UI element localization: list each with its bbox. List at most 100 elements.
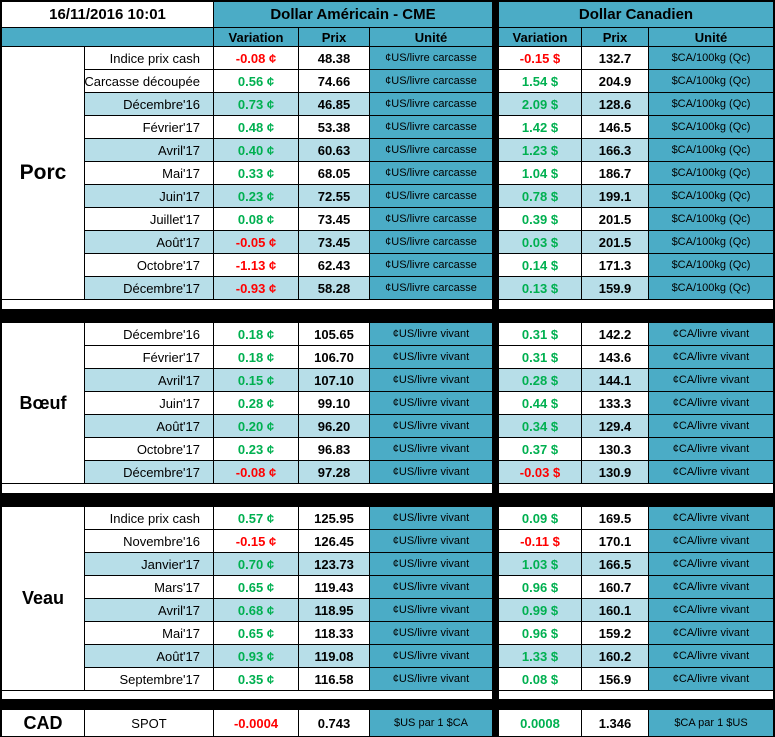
- price-us-cell: 62.43: [299, 254, 369, 276]
- price-ca-cell: 129.4: [582, 415, 648, 437]
- variation-us-cell: 0.65 ¢: [214, 622, 298, 644]
- price-ca-cell: 146.5: [582, 116, 648, 138]
- variation-us-cell: 0.65 ¢: [214, 576, 298, 598]
- unit-ca-cell: $CA/100kg (Qc): [649, 93, 773, 115]
- column-gap: [493, 622, 498, 644]
- variation-us-cell: 0.93 ¢: [214, 645, 298, 667]
- section-label-cad: CAD: [2, 710, 84, 736]
- column-gap: [493, 484, 498, 493]
- column-gap: [493, 668, 498, 690]
- price-us-cell: 116.58: [299, 668, 369, 690]
- variation-ca-cell: 1.33 $: [499, 645, 581, 667]
- variation-us-cell: 0.70 ¢: [214, 553, 298, 575]
- column-gap: [493, 323, 498, 345]
- row-label: Octobre'17: [85, 438, 213, 460]
- unit-us-cell: ¢US/livre vivant: [370, 392, 492, 414]
- column-gap: [493, 139, 498, 161]
- unit-us-cell: ¢US/livre vivant: [370, 576, 492, 598]
- price-us-cell: 125.95: [299, 507, 369, 529]
- price-us-cell: 105.65: [299, 323, 369, 345]
- unit-ca-cell: $CA/100kg (Qc): [649, 139, 773, 161]
- variation-ca-cell: 0.99 $: [499, 599, 581, 621]
- price-ca-cell: 166.3: [582, 139, 648, 161]
- variation-ca-cell: 0.39 $: [499, 208, 581, 230]
- variation-ca-cell: 1.23 $: [499, 139, 581, 161]
- unit-us-cell: ¢US/livre vivant: [370, 668, 492, 690]
- section-separator: [499, 691, 773, 699]
- section-separator: [2, 691, 492, 699]
- row-label: Juillet'17: [85, 208, 213, 230]
- variation-ca-cell: 0.37 $: [499, 438, 581, 460]
- column-gap: [493, 93, 498, 115]
- price-ca-cell: 201.5: [582, 231, 648, 253]
- variation-ca-cell: 0.03 $: [499, 231, 581, 253]
- column-gap: [493, 162, 498, 184]
- price-us-cell: 60.63: [299, 139, 369, 161]
- unit-us-cell: ¢US/livre vivant: [370, 645, 492, 667]
- column-gap: [493, 438, 498, 460]
- unit-us-cell: ¢US/livre carcasse: [370, 116, 492, 138]
- price-us-cell: 97.28: [299, 461, 369, 483]
- price-us-cell: 72.55: [299, 185, 369, 207]
- unit-ca-cell: ¢CA/livre vivant: [649, 323, 773, 345]
- price-ca-cell: 166.5: [582, 553, 648, 575]
- price-us-cell: 74.66: [299, 70, 369, 92]
- price-us-cell: 68.05: [299, 162, 369, 184]
- unit-us-cell: ¢US/livre vivant: [370, 438, 492, 460]
- unit-us-cell: ¢US/livre vivant: [370, 507, 492, 529]
- column-gap: [493, 392, 498, 414]
- subheader-variation-ca: Variation: [499, 28, 581, 46]
- variation-us-cell: -0.0004: [214, 710, 298, 736]
- price-ca-cell: 159.2: [582, 622, 648, 644]
- variation-ca-cell: -0.03 $: [499, 461, 581, 483]
- price-ca-cell: 160.1: [582, 599, 648, 621]
- section-separator: [2, 300, 492, 309]
- unit-ca-cell: ¢CA/livre vivant: [649, 576, 773, 598]
- unit-ca-cell: $CA/100kg (Qc): [649, 254, 773, 276]
- section-label-veau: Veau: [2, 507, 84, 690]
- row-label: Octobre'17: [85, 254, 213, 276]
- unit-ca-cell: $CA/100kg (Qc): [649, 231, 773, 253]
- variation-us-cell: 0.18 ¢: [214, 346, 298, 368]
- price-us-cell: 48.38: [299, 47, 369, 69]
- row-label: Décembre'17: [85, 461, 213, 483]
- price-ca-cell: 169.5: [582, 507, 648, 529]
- row-label: Indice prix cash: [85, 507, 213, 529]
- column-gap: [493, 507, 498, 529]
- variation-ca-cell: 0.08 $: [499, 668, 581, 690]
- price-ca-cell: 1.346: [582, 710, 648, 736]
- variation-us-cell: 0.23 ¢: [214, 185, 298, 207]
- price-us-cell: 53.38: [299, 116, 369, 138]
- price-ca-cell: 204.9: [582, 70, 648, 92]
- variation-us-cell: 0.35 ¢: [214, 668, 298, 690]
- unit-ca-cell: ¢CA/livre vivant: [649, 668, 773, 690]
- unit-us-cell: ¢US/livre carcasse: [370, 231, 492, 253]
- variation-ca-cell: 0.14 $: [499, 254, 581, 276]
- price-us-cell: 107.10: [299, 369, 369, 391]
- column-gap: [493, 710, 498, 736]
- unit-us-cell: ¢US/livre carcasse: [370, 70, 492, 92]
- unit-us-cell: ¢US/livre carcasse: [370, 254, 492, 276]
- variation-us-cell: 0.20 ¢: [214, 415, 298, 437]
- column-gap: [493, 231, 498, 253]
- price-us-cell: 123.73: [299, 553, 369, 575]
- price-us-cell: 58.28: [299, 277, 369, 299]
- unit-ca-cell: ¢CA/livre vivant: [649, 461, 773, 483]
- price-ca-cell: 160.2: [582, 645, 648, 667]
- unit-us-cell: ¢US/livre carcasse: [370, 47, 492, 69]
- column-gap: [493, 576, 498, 598]
- unit-ca-cell: ¢CA/livre vivant: [649, 622, 773, 644]
- unit-us-cell: ¢US/livre carcasse: [370, 208, 492, 230]
- row-label: Août'17: [85, 415, 213, 437]
- row-label: SPOT: [85, 710, 213, 736]
- unit-us-cell: ¢US/livre vivant: [370, 461, 492, 483]
- variation-us-cell: 0.23 ¢: [214, 438, 298, 460]
- row-label: Février'17: [85, 116, 213, 138]
- unit-us-cell: ¢US/livre vivant: [370, 622, 492, 644]
- column-gap: [493, 254, 498, 276]
- unit-ca-cell: ¢CA/livre vivant: [649, 553, 773, 575]
- unit-us-cell: ¢US/livre vivant: [370, 553, 492, 575]
- price-ca-cell: 170.1: [582, 530, 648, 552]
